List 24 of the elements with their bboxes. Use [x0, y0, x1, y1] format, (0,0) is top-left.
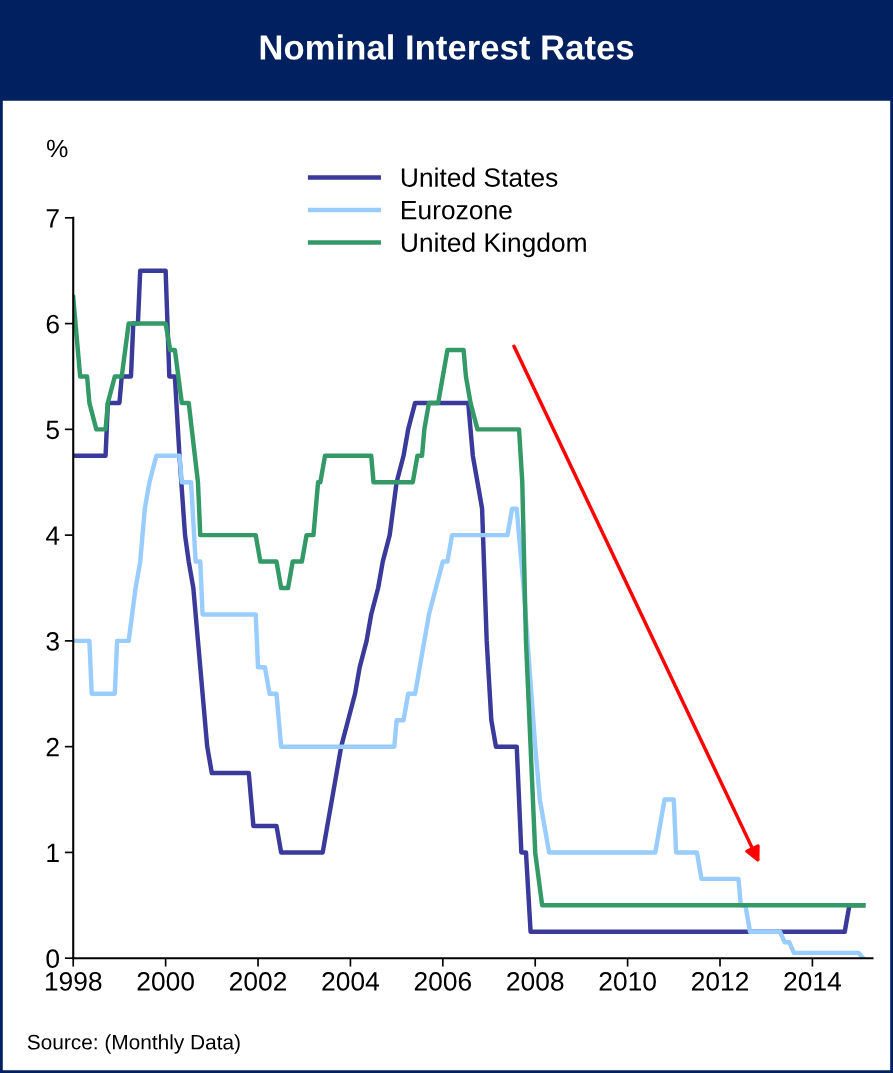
x-tick-label: 2002 — [230, 972, 287, 991]
y-tick-label: 1 — [47, 843, 59, 862]
source-note: Source: (Monthly Data) — [27, 1034, 240, 1054]
y-tick-label: 5 — [46, 420, 59, 440]
line-series — [73, 453, 866, 959]
x-tick-label: 2008 — [507, 972, 564, 991]
y-tick-label: 6 — [46, 314, 59, 334]
y-tick-label: 4 — [45, 526, 60, 545]
y-tick-label: 0 — [46, 949, 59, 969]
x-tick-label: 2004 — [322, 972, 379, 991]
y-axis-title: % — [47, 139, 68, 158]
legend-label: Eurozone — [402, 201, 512, 220]
chart-title: Nominal Interest Rates — [260, 34, 634, 60]
x-tick-label: 2000 — [137, 972, 194, 991]
legend-label: United Kingdom — [401, 232, 586, 258]
x-tick-label: 2010 — [599, 972, 656, 991]
x-tick-label: 2006 — [414, 972, 472, 991]
y-tick-label: 2 — [46, 737, 59, 757]
y-tick-label: 3 — [46, 632, 59, 651]
x-tick-label: 1998 — [45, 972, 102, 991]
x-tick-label: 2012 — [691, 972, 749, 991]
y-tick-label: 7 — [46, 209, 59, 228]
legend-label: United States — [401, 167, 558, 187]
x-tick-label: 2014 — [784, 972, 841, 991]
